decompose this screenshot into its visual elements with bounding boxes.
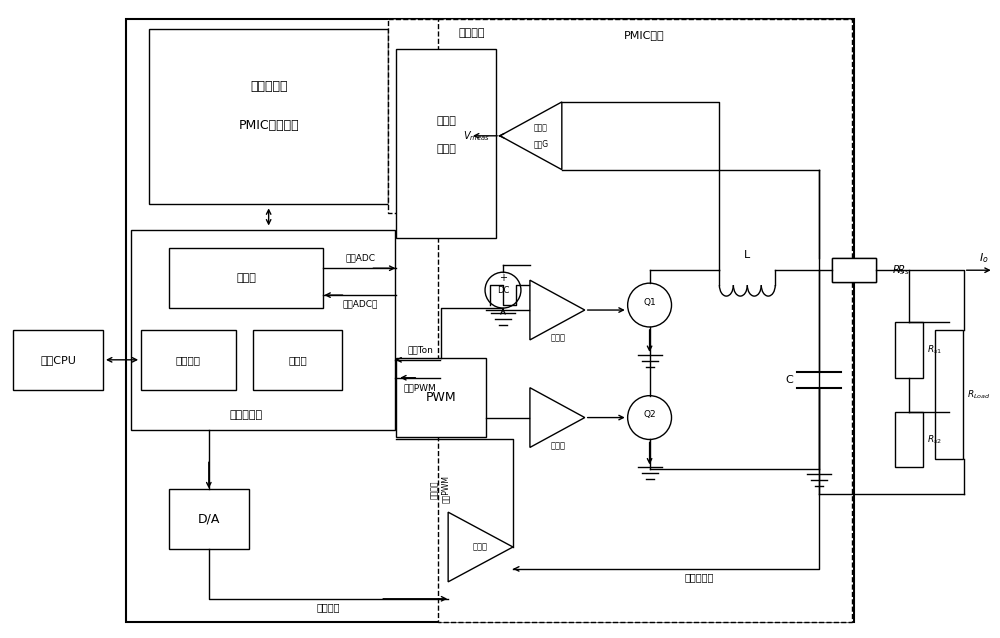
Text: PWM: PWM [426,391,456,404]
Text: 硬件控制器: 硬件控制器 [229,410,262,420]
Bar [895,322,923,378]
Text: 设定电压: 设定电压 [317,602,340,612]
Text: DC: DC [497,286,509,295]
Bar [141,330,236,390]
Text: 换模块: 换模块 [436,144,456,154]
Text: 外部CPU: 外部CPU [40,355,76,365]
Text: $R_{s2}$: $R_{s2}$ [927,433,942,446]
Text: 增益G: 增益G [533,139,548,148]
Text: $I_o$: $I_o$ [979,251,988,265]
Bar [126,19,854,621]
Text: +: + [499,273,507,283]
Text: $R_{s1}$: $R_{s1}$ [927,344,942,356]
Bar [396,49,496,239]
Text: $R_s$: $R_s$ [897,263,910,277]
Text: $R_s$: $R_s$ [892,263,905,277]
Bar [935,330,963,459]
Bar [832,258,876,282]
Text: PMIC芯片: PMIC芯片 [624,30,665,40]
Text: Q1: Q1 [643,297,656,307]
Text: 负反馈信号: 负反馈信号 [685,572,714,582]
Text: 读取Ton: 读取Ton [407,345,433,354]
Text: 竞争逻辑
调整PWM: 竞争逻辑 调整PWM [430,475,450,503]
Bar [388,19,558,214]
Text: 电压采样: 电压采样 [459,28,485,38]
Bar [895,412,923,468]
Bar [13,330,103,390]
Text: 配置ADC: 配置ADC [345,254,375,263]
Text: 比较器: 比较器 [473,542,488,551]
Text: Q2: Q2 [643,410,656,419]
Bar [253,330,342,390]
Text: $R_{Load}$: $R_{Load}$ [967,389,990,401]
Text: L: L [744,250,750,260]
Text: 缓冲器: 缓冲器 [550,334,565,343]
Bar [832,258,876,282]
Bar [131,230,395,429]
Text: 通信接口: 通信接口 [175,355,200,365]
Text: $V_{meas}$: $V_{meas}$ [463,129,490,143]
Text: 放大器: 放大器 [534,123,548,132]
Text: 寄存器: 寄存器 [237,273,257,283]
Bar [438,19,852,621]
Text: C: C [785,375,793,385]
Text: 计时器: 计时器 [288,355,307,365]
Text: 模数转: 模数转 [436,116,456,126]
Text: D/A: D/A [198,512,220,526]
Text: 配置PWM: 配置PWM [404,383,437,392]
Bar [396,358,486,438]
Text: 读取ADC值: 读取ADC值 [343,300,378,309]
Bar [169,489,249,549]
Text: 中央处理器: 中央处理器 [250,80,287,93]
Bar [149,29,388,204]
Text: PMIC内部控制: PMIC内部控制 [238,119,299,132]
Text: 缓冲器: 缓冲器 [550,441,565,450]
Bar [169,248,323,308]
